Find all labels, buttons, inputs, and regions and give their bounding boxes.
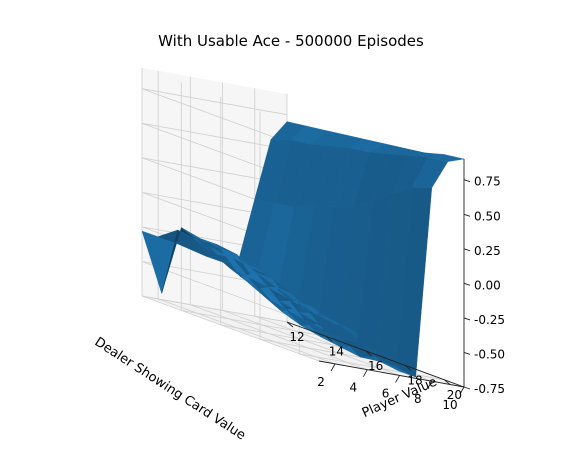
y-tick-label: 14	[329, 344, 344, 358]
z-tick-label: 0.25	[474, 244, 501, 258]
z-tick-label: -0.25	[474, 313, 505, 327]
z-tick-label: -0.75	[474, 382, 505, 396]
x-tick	[459, 386, 465, 395]
y-tick-label: 12	[289, 330, 304, 344]
z-grid-line	[141, 295, 320, 362]
y-tick-label: 18	[407, 373, 422, 387]
y-tick	[404, 364, 412, 371]
x-tick-label: 4	[350, 381, 358, 395]
z-tick	[463, 317, 471, 321]
y-axis-line	[318, 360, 465, 388]
z-tick	[463, 179, 471, 183]
z-tick-label: 0.50	[474, 209, 501, 223]
x-tick	[330, 363, 336, 372]
x-axis-label: Dealer Showing Card Value	[92, 335, 248, 444]
z-grid-line	[141, 261, 320, 327]
y-tick	[326, 336, 333, 342]
z-tick	[463, 248, 471, 252]
x-tick	[362, 369, 368, 377]
z-grid-line	[141, 88, 320, 155]
y-tick	[365, 350, 372, 357]
z-tick-label: 0.75	[474, 175, 501, 189]
surface-mesh	[141, 121, 465, 378]
x-tick-label: 2	[317, 375, 325, 389]
y-tick-label: 16	[368, 359, 383, 373]
y-tick	[286, 321, 294, 328]
x-tick	[427, 380, 433, 389]
y-tick	[444, 379, 451, 386]
chart-title: With Usable Ace - 500000 Episodes	[158, 32, 424, 50]
y-axis-label: Player Value	[360, 375, 439, 421]
x-tick	[395, 375, 400, 383]
z-tick	[463, 352, 471, 355]
y-tick-label: 20	[447, 388, 462, 402]
z-tick-label: -0.50	[474, 347, 505, 361]
x-axis-line	[286, 321, 465, 388]
z-tick-label: 0.00	[474, 278, 501, 292]
axis-lines: 2 4 6 8 10 12 14 16 18 20 -0.75 -0.50 -0.25 0.00 0.25 0…	[286, 159, 505, 412]
z-tick	[463, 282, 471, 286]
z-tick	[463, 213, 471, 217]
x-tick-label: 8	[414, 392, 422, 406]
x-tick-label: 6	[382, 386, 390, 400]
x-tick-label: 10	[442, 398, 457, 412]
grid-lines	[141, 68, 465, 388]
z-tick	[463, 386, 471, 390]
z-grid-line	[141, 122, 320, 189]
